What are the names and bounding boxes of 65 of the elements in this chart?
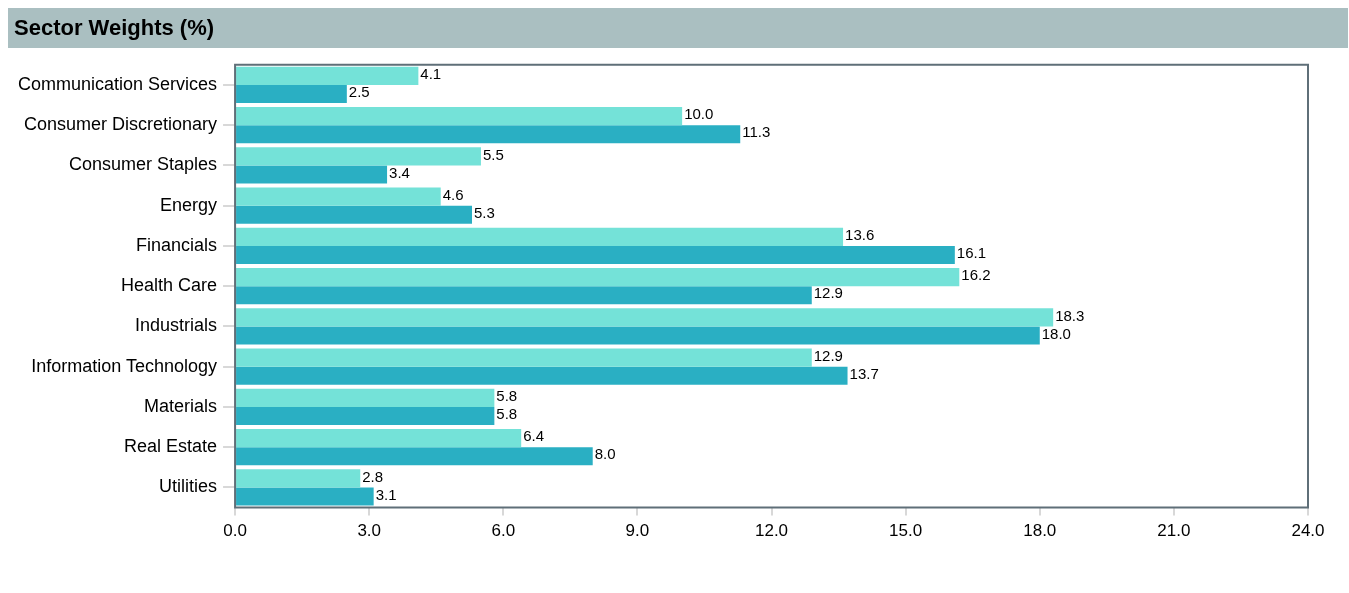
y-tick-label: Financials bbox=[136, 234, 218, 255]
bar bbox=[236, 326, 1040, 345]
bar bbox=[236, 469, 361, 488]
data-label: 4.1 bbox=[420, 65, 442, 83]
y-tick-label: Health Care bbox=[121, 275, 218, 296]
data-label: 5.8 bbox=[496, 405, 518, 423]
data-label: 10.0 bbox=[684, 105, 714, 123]
bar bbox=[236, 268, 960, 287]
bar bbox=[236, 245, 955, 265]
y-tick-label: Consumer Staples bbox=[68, 154, 218, 175]
bar bbox=[236, 286, 812, 305]
bar bbox=[236, 187, 441, 206]
x-tick-label: 24.0 bbox=[1291, 521, 1325, 541]
bar bbox=[236, 406, 495, 426]
bar bbox=[236, 84, 347, 104]
bar bbox=[236, 165, 388, 184]
data-label: 12.9 bbox=[813, 284, 843, 302]
bar bbox=[236, 348, 812, 367]
x-tick-label: 0.0 bbox=[223, 521, 247, 541]
bar bbox=[236, 429, 522, 448]
data-label: 18.3 bbox=[1055, 306, 1085, 324]
data-label: 8.0 bbox=[594, 445, 616, 463]
bar bbox=[236, 227, 844, 246]
bar bbox=[236, 66, 419, 85]
data-label: 12.9 bbox=[813, 346, 843, 364]
data-label: 2.5 bbox=[348, 83, 370, 101]
data-label: 5.5 bbox=[482, 145, 504, 163]
y-tick-label: Utilities bbox=[159, 476, 218, 497]
y-tick-label: Information Technology bbox=[31, 355, 218, 376]
data-label: 18.0 bbox=[1041, 324, 1071, 342]
data-label: 16.2 bbox=[961, 266, 991, 284]
data-label: 5.3 bbox=[474, 203, 495, 221]
bar bbox=[236, 147, 481, 166]
bar bbox=[236, 447, 593, 466]
y-tick-label: Consumer Discretionary bbox=[24, 114, 218, 135]
bar bbox=[236, 366, 848, 385]
chart-title: Sector Weights (%) bbox=[8, 8, 1348, 48]
bar bbox=[236, 125, 741, 144]
data-label: 5.8 bbox=[496, 387, 518, 405]
x-tick-label: 3.0 bbox=[357, 521, 382, 541]
bar bbox=[236, 308, 1054, 327]
data-label: 13.6 bbox=[845, 226, 875, 244]
x-tick-label: 6.0 bbox=[491, 521, 516, 541]
x-tick-label: 9.0 bbox=[625, 521, 650, 541]
x-tick-label: 12.0 bbox=[754, 521, 789, 541]
data-label: 11.3 bbox=[742, 123, 771, 141]
bar bbox=[236, 205, 473, 224]
data-label: 4.6 bbox=[442, 185, 464, 203]
y-tick-label: Communication Services bbox=[17, 73, 218, 94]
data-label: 16.1 bbox=[956, 244, 987, 262]
data-label: 13.7 bbox=[849, 364, 879, 382]
x-tick-label: 21.0 bbox=[1157, 521, 1191, 541]
bar bbox=[236, 487, 374, 506]
data-label: 2.8 bbox=[362, 467, 384, 485]
data-label: 3.1 bbox=[375, 485, 397, 503]
y-tick-label: Materials bbox=[144, 395, 218, 416]
x-tick-label: 15.0 bbox=[889, 521, 923, 541]
bar bbox=[236, 107, 683, 126]
y-tick-label: Real Estate bbox=[124, 436, 218, 457]
y-tick-label: Industrials bbox=[135, 315, 218, 336]
bar bbox=[236, 388, 495, 407]
x-tick-label: 18.0 bbox=[1023, 521, 1057, 541]
y-tick-label: Energy bbox=[160, 194, 218, 215]
data-label: 6.4 bbox=[523, 427, 545, 445]
data-label: 3.4 bbox=[389, 163, 410, 181]
